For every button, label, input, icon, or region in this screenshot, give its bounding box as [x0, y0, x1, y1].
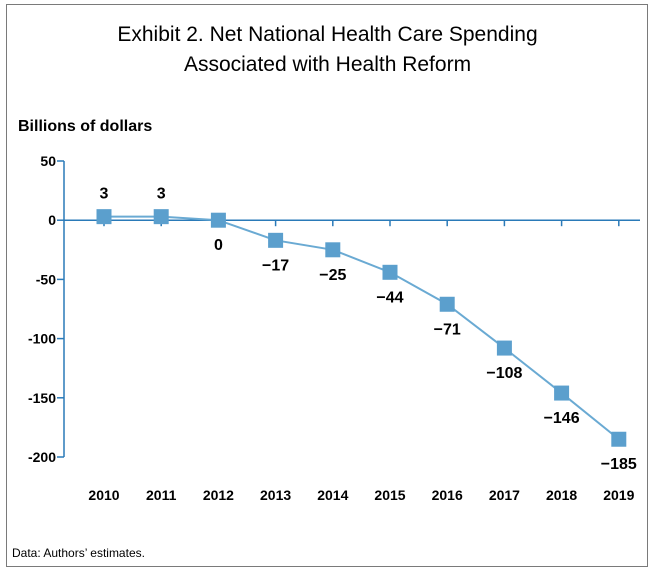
- data-point-marker: [325, 242, 341, 258]
- chart-frame: [6, 4, 648, 567]
- data-point-marker: [554, 385, 570, 401]
- data-label: −108: [486, 365, 522, 382]
- data-point-marker: [382, 264, 398, 280]
- x-tick-label: 2017: [489, 487, 520, 503]
- x-tick-label: 2010: [88, 487, 119, 503]
- footnote: Data: Authors’ estimates.: [12, 546, 145, 560]
- chart-title: Exhibit 2. Net National Health Care Spen…: [0, 20, 655, 80]
- data-label: −71: [434, 321, 461, 338]
- data-point-marker: [439, 296, 455, 312]
- data-label: 3: [157, 186, 166, 203]
- y-tick-label: -100: [28, 331, 56, 347]
- x-tick-label: 2014: [317, 487, 348, 503]
- series-line: [104, 215, 620, 441]
- y-tick-label: -200: [28, 449, 56, 465]
- chart-title-line-1: Exhibit 2. Net National Health Care Spen…: [117, 23, 538, 46]
- x-tick-label: 2016: [432, 487, 463, 503]
- data-label: −25: [319, 267, 346, 284]
- y-axis-label: Billions of dollars: [18, 118, 153, 135]
- data-label: 0: [214, 237, 223, 254]
- x-tick-label: 2019: [603, 487, 634, 503]
- data-point-marker: [268, 232, 284, 248]
- y-tick-label: -150: [28, 390, 56, 406]
- data-label: −44: [376, 289, 403, 306]
- data-label: 3: [100, 186, 109, 203]
- x-tick-label: 2011: [146, 487, 177, 503]
- data-point-marker: [210, 212, 226, 228]
- y-tick-label: -50: [36, 271, 56, 287]
- x-tick-label: 2015: [374, 487, 405, 503]
- chart-title-line-2: Associated with Health Reform: [183, 53, 472, 76]
- data-point-marker: [153, 209, 169, 225]
- data-label: −17: [262, 257, 289, 274]
- y-tick-label: 50: [40, 153, 56, 169]
- data-point-marker: [96, 209, 112, 225]
- data-point-marker: [496, 340, 512, 356]
- y-tick-label: 0: [48, 212, 56, 228]
- x-tick-label: 2018: [546, 487, 577, 503]
- x-tick-label: 2012: [203, 487, 234, 503]
- x-tick-label: 2013: [260, 487, 291, 503]
- data-label: −146: [544, 410, 580, 427]
- data-point-marker: [611, 431, 627, 447]
- data-label: −185: [601, 456, 637, 473]
